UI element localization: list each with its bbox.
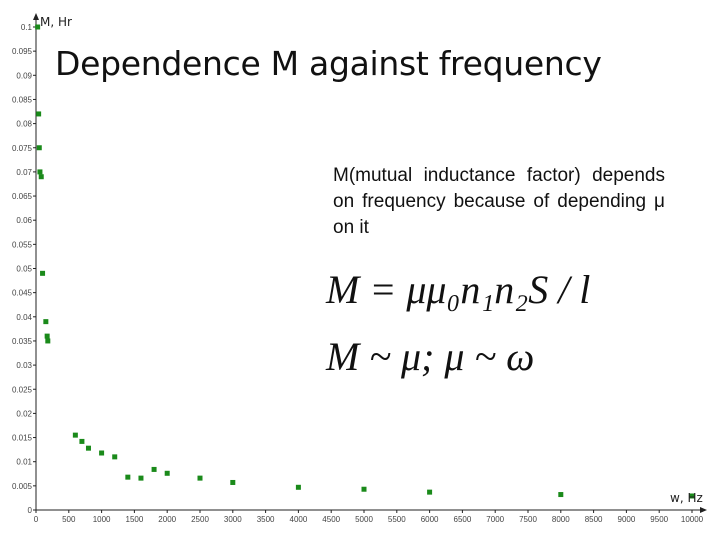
- data-point: [36, 111, 42, 117]
- y-tick-label: 0.1: [21, 23, 33, 32]
- y-tick-label: 0.01: [16, 458, 32, 467]
- data-point: [43, 319, 49, 325]
- data-point: [197, 475, 203, 481]
- x-tick-label: 9000: [618, 515, 636, 524]
- x-tick-label: 7000: [486, 515, 504, 524]
- x-tick-label: 1500: [126, 515, 144, 524]
- data-point: [45, 338, 51, 344]
- y-tick-label: 0.03: [16, 361, 32, 370]
- y-axis-arrow: [33, 13, 39, 20]
- y-tick-label: 0.075: [12, 144, 33, 153]
- x-tick-label: 5000: [355, 515, 373, 524]
- data-point: [689, 493, 695, 499]
- x-tick-labels: 0 500 1000 1500 2000 2500 3000 3500 4000 4500 5000…: [34, 510, 704, 524]
- x-tick-label: 4500: [322, 515, 340, 524]
- data-points: [35, 24, 695, 499]
- data-point: [125, 474, 131, 480]
- data-point: [151, 466, 157, 472]
- y-tick-labels: 0 0.005 0.01 0.015 0.02 0.025 0.03 0.035 0.04 0.0…: [12, 23, 36, 515]
- y-tick-label: 0.055: [12, 240, 33, 249]
- data-point: [361, 486, 367, 492]
- y-tick-label: 0.04: [16, 313, 32, 322]
- x-tick-label: 0: [34, 515, 39, 524]
- data-point: [138, 475, 144, 481]
- x-tick-label: 7500: [519, 515, 537, 524]
- x-axis-arrow: [700, 507, 707, 513]
- y-tick-label: 0.015: [12, 434, 33, 443]
- y-tick-label: 0.045: [12, 289, 33, 298]
- x-axis-label: w, Hz: [670, 491, 703, 505]
- x-tick-label: 6500: [454, 515, 472, 524]
- x-tick-label: 1000: [93, 515, 111, 524]
- y-tick-label: 0.065: [12, 192, 33, 201]
- y-tick-label: 0.02: [16, 409, 32, 418]
- x-tick-label: 3500: [257, 515, 275, 524]
- y-tick-label: 0.06: [16, 216, 32, 225]
- slide-description: M(mutual inductance factor) depends on f…: [333, 165, 665, 238]
- x-tick-label: 3000: [224, 515, 242, 524]
- x-tick-label: 2500: [191, 515, 209, 524]
- data-point: [38, 174, 44, 180]
- x-tick-label: 6000: [421, 515, 439, 524]
- x-tick-label: 10000: [681, 515, 704, 524]
- y-axis-label: M, Hr: [40, 15, 72, 29]
- data-point: [40, 270, 46, 276]
- data-point: [427, 489, 433, 495]
- x-tick-label: 8500: [585, 515, 603, 524]
- x-tick-label: 2000: [158, 515, 176, 524]
- x-tick-label: 9500: [650, 515, 668, 524]
- formula-proportionality: M ~ μ; μ ~ ω: [326, 334, 535, 379]
- y-tick-label: 0: [28, 506, 33, 515]
- y-tick-label: 0.035: [12, 337, 33, 346]
- y-tick-label: 0.005: [12, 482, 33, 491]
- data-point: [35, 24, 41, 30]
- y-tick-label: 0.07: [16, 168, 32, 177]
- data-point: [164, 470, 170, 476]
- x-tick-label: 500: [62, 515, 76, 524]
- data-point: [72, 432, 78, 438]
- x-tick-label: 4000: [290, 515, 308, 524]
- y-tick-label: 0.09: [16, 71, 32, 80]
- x-tick-label: 8000: [552, 515, 570, 524]
- data-point: [44, 333, 50, 339]
- y-tick-label: 0.025: [12, 385, 33, 394]
- data-point: [85, 445, 91, 451]
- data-point: [99, 450, 105, 456]
- data-point: [112, 454, 118, 460]
- y-tick-label: 0.095: [12, 47, 33, 56]
- data-point: [37, 169, 43, 175]
- formula-mutual-inductance: M = μμ₀n₁n₂S / l: [326, 267, 591, 312]
- y-tick-label: 0.08: [16, 120, 32, 129]
- data-point: [79, 438, 85, 444]
- data-point: [36, 145, 42, 151]
- y-tick-label: 0.085: [12, 95, 33, 104]
- x-tick-label: 5500: [388, 515, 406, 524]
- data-point: [230, 479, 236, 485]
- data-point: [295, 484, 301, 490]
- data-point: [558, 492, 564, 498]
- chart-axes: [33, 13, 707, 513]
- y-tick-label: 0.05: [16, 265, 32, 274]
- slide-title: Dependence M against frequency: [55, 44, 602, 83]
